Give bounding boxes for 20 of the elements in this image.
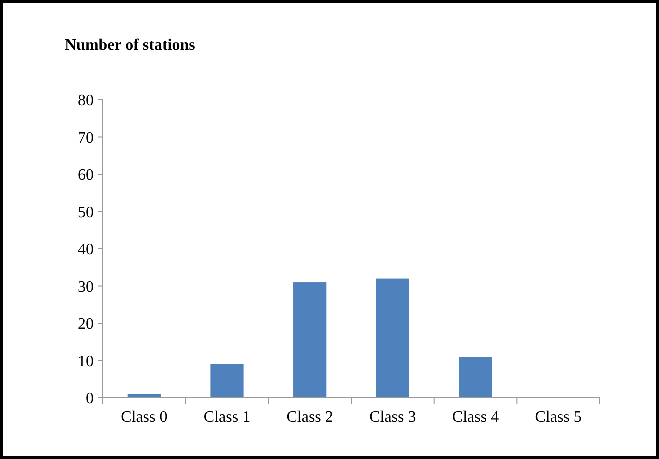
x-tick-label: Class 5 <box>535 409 582 426</box>
y-tick-label: 60 <box>78 167 94 184</box>
x-tick-label: Class 2 <box>286 409 334 426</box>
y-axis-title: Number of stations <box>65 37 196 54</box>
y-tick-label: 30 <box>78 278 94 296</box>
y-tick-label: 70 <box>78 130 94 147</box>
x-tick-label: Class 3 <box>370 409 416 426</box>
y-tick-label: 50 <box>78 204 94 222</box>
x-tick-label: Class 4 <box>452 409 500 426</box>
y-tick-label: 0 <box>86 390 94 408</box>
bar <box>376 278 410 398</box>
y-tick-label: 20 <box>78 316 94 334</box>
bar <box>459 357 492 398</box>
x-tick-label: Class 1 <box>204 409 251 426</box>
y-tick-label: 10 <box>78 353 94 370</box>
bar <box>294 282 327 398</box>
y-tick-label: 80 <box>78 92 94 110</box>
bar <box>210 364 244 398</box>
y-tick-label: 40 <box>78 242 94 259</box>
x-tick-label: Class 0 <box>121 409 168 426</box>
